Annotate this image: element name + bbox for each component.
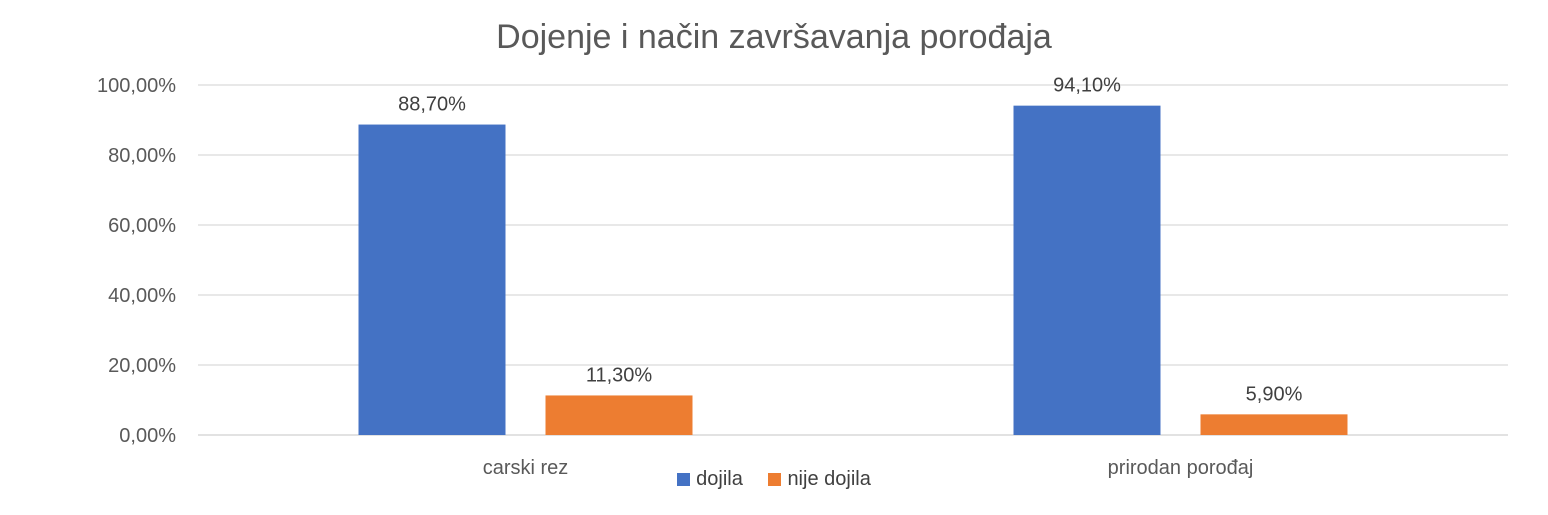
bar — [545, 395, 693, 435]
y-tick-label: 80,00% — [108, 145, 176, 167]
y-tick-label: 60,00% — [108, 215, 176, 237]
bar — [1013, 105, 1161, 436]
x-tick-label: prirodan porođaj — [1108, 457, 1254, 479]
legend-swatch-nije-dojila — [768, 473, 782, 486]
legend-item-nije-dojila: nije dojila — [768, 468, 871, 491]
data-label: 94,10% — [1053, 75, 1121, 97]
chart-title: Dojenje i način završavanja porođaja — [496, 18, 1052, 56]
bar — [358, 124, 506, 436]
y-tick-label: 0,00% — [119, 425, 176, 447]
legend-label-nije-dojila: nije dojila — [787, 468, 871, 490]
x-tick-label: carski rez — [483, 457, 569, 479]
data-label: 5,90% — [1246, 383, 1303, 405]
y-tick-label: 20,00% — [108, 355, 176, 377]
y-tick-label: 40,00% — [108, 285, 176, 307]
legend-item-dojila: dojila — [677, 468, 743, 491]
legend-label-dojila: dojila — [696, 468, 743, 490]
data-label: 11,30% — [586, 364, 653, 386]
y-tick-label: 100,00% — [97, 75, 176, 97]
bar — [1200, 414, 1348, 435]
data-label: 88,70% — [398, 94, 466, 116]
legend-swatch-dojila — [677, 473, 691, 486]
chart-legend: dojila nije dojila — [0, 468, 1548, 492]
